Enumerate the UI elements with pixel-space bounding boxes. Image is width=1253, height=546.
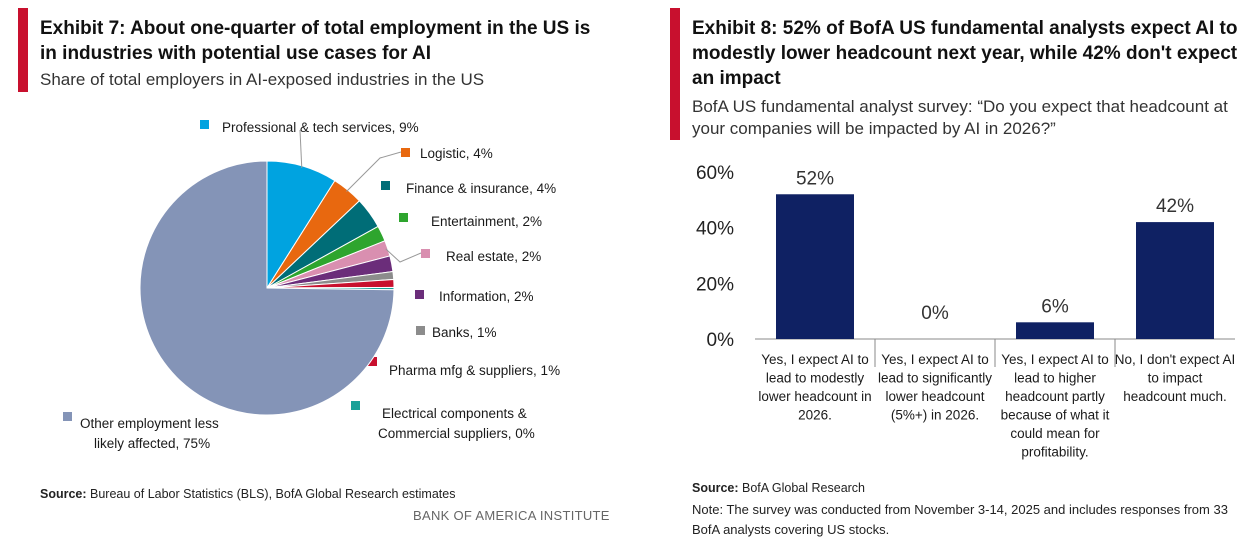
bar-data-label: 42% xyxy=(1156,196,1194,217)
bar xyxy=(776,194,854,339)
exhibit-8-note: Note: The survey was conducted from Nove… xyxy=(692,502,1228,537)
legend-label: Information, 2% xyxy=(439,289,534,304)
legend-swatch xyxy=(368,357,377,366)
y-tick-label: 40% xyxy=(696,219,734,240)
legend-label: Pharma mfg & suppliers, 1% xyxy=(389,363,560,378)
leader-line xyxy=(385,248,422,263)
exhibit-8-title: Exhibit 8: 52% of BofA US fundamental an… xyxy=(692,18,1238,89)
pie-chart: Professional & tech services, 9%Logistic… xyxy=(63,120,560,451)
exhibit-8-panel: Exhibit 8: 52% of BofA US fundamental an… xyxy=(660,0,1253,546)
exhibit-7-panel: Exhibit 7: About one-quarter of total em… xyxy=(0,0,620,546)
x-category-label: Yes, I expect AI to lead to higher headcou… xyxy=(1001,352,1110,460)
legend-swatch xyxy=(200,120,209,129)
bar-data-label: 6% xyxy=(1041,296,1069,317)
y-tick-label: 60% xyxy=(696,163,734,184)
bar-chart: 0% 20% 40% 60% 52% Yes, I expect AI to lead to… xyxy=(696,163,1235,460)
bar-data-label: 52% xyxy=(796,168,834,189)
exhibit-8-subtitle: BofA US fundamental analyst survey: “Do … xyxy=(692,97,1228,138)
exhibit-7-title: Exhibit 7: About one-quarter of total em… xyxy=(40,18,591,64)
exhibit-7-source: Source: Bureau of Labor Statistics (BLS)… xyxy=(40,487,456,501)
brand-footer: BANK OF AMERICA INSTITUTE xyxy=(413,508,610,523)
legend-label: Banks, 1% xyxy=(432,325,497,340)
legend-swatch xyxy=(381,181,390,190)
exhibit-7-subtitle: Share of total employers in AI-exposed i… xyxy=(40,70,485,89)
pie-slice xyxy=(139,160,395,416)
legend-swatch xyxy=(401,148,410,157)
leader-line xyxy=(299,129,303,168)
exhibit-8-source: Source: BofA Global Research xyxy=(692,481,866,495)
legend-swatch xyxy=(416,326,425,335)
legend-label: Logistic, 4% xyxy=(420,146,493,161)
x-category-label: No, I don't expect AI to impact headcount … xyxy=(1115,352,1235,404)
leader-line xyxy=(346,151,402,192)
x-category-label: Yes, I expect AI to lead to significantly… xyxy=(878,352,992,423)
legend-label: Other employment less likely affected, 75… xyxy=(80,416,219,451)
legend-swatch xyxy=(421,249,430,258)
legend-label: Entertainment, 2% xyxy=(431,214,542,229)
legend-swatch xyxy=(351,401,360,410)
legend-label: Finance & insurance, 4% xyxy=(406,181,556,196)
y-tick-label: 0% xyxy=(707,330,735,351)
legend-swatch xyxy=(399,213,408,222)
legend-label: Electrical components & Commercial suppli… xyxy=(378,406,535,441)
x-category-label: Yes, I expect AI to lead to modestly lower… xyxy=(758,352,871,423)
bar-data-label: 0% xyxy=(921,303,949,324)
legend-label: Professional & tech services, 9% xyxy=(222,120,419,135)
legend-swatch xyxy=(415,290,424,299)
legend-swatch xyxy=(63,412,72,421)
y-tick-label: 20% xyxy=(696,274,734,295)
bar xyxy=(1136,222,1214,339)
accent-bar xyxy=(670,8,680,140)
bar xyxy=(1016,322,1094,339)
legend-label: Real estate, 2% xyxy=(446,249,541,264)
accent-bar xyxy=(18,8,28,92)
